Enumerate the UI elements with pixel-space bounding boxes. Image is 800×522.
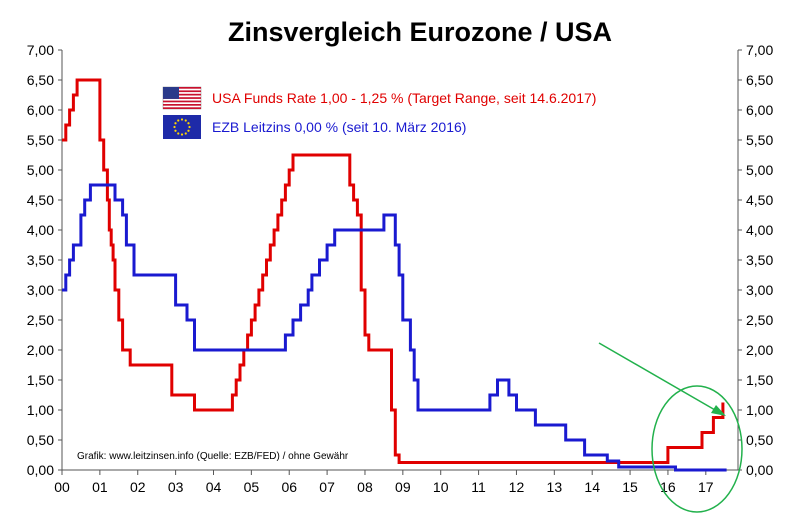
- x-tick-label: 07: [319, 479, 335, 495]
- x-tick-label: 05: [244, 479, 260, 495]
- eu-flag-icon: [163, 115, 201, 139]
- eu-star: [177, 132, 180, 135]
- x-tick-label: 09: [395, 479, 411, 495]
- y-tick-label-right: 3,50: [746, 252, 773, 268]
- series-lines: [62, 78, 727, 472]
- series-line-ezb: [62, 183, 727, 472]
- y-tick-label-left: 2,00: [27, 342, 54, 358]
- y-tick-label-right: 0,00: [746, 462, 773, 478]
- source-note: Grafik: www.leitzinsen.info (Quelle: EZB…: [77, 451, 349, 462]
- legend-label-usa: USA Funds Rate 1,00 - 1,25 % (Target Ran…: [212, 90, 596, 106]
- y-tick-label-right: 7,00: [746, 42, 773, 58]
- y-tick-label-right: 6,50: [746, 72, 773, 88]
- highlight-circle: [651, 385, 743, 513]
- y-tick-label-left: 4,50: [27, 192, 54, 208]
- eu-star: [177, 119, 180, 122]
- legend: USA Funds Rate 1,00 - 1,25 % (Target Ran…: [162, 86, 596, 139]
- x-tick-label: 04: [206, 479, 222, 495]
- x-tick-label: 00: [54, 479, 70, 495]
- y-tick-label-left: 5,00: [27, 162, 54, 178]
- x-tick-label: 15: [622, 479, 638, 495]
- y-tick-label-right: 6,00: [746, 102, 773, 118]
- series-line-usa: [62, 78, 725, 464]
- y-tick-label-left: 0,00: [27, 462, 54, 478]
- eu-star: [174, 122, 177, 125]
- x-tick-label: 03: [168, 479, 184, 495]
- eu-star: [187, 129, 190, 132]
- y-tick-label-left: 4,00: [27, 222, 54, 238]
- eu-star: [173, 125, 176, 129]
- highlight-annotation: [598, 342, 743, 513]
- us-flag-icon: [162, 86, 202, 110]
- y-tick-label-right: 1,00: [746, 402, 773, 418]
- y-tick-label-right: 1,50: [746, 372, 773, 388]
- eu-star: [184, 119, 187, 122]
- eu-star: [187, 122, 190, 125]
- x-tick-label: 06: [281, 479, 297, 495]
- eu-star: [180, 118, 184, 121]
- x-tick-label: 14: [584, 479, 600, 495]
- eu-star: [188, 125, 191, 129]
- y-tick-label-left: 2,50: [27, 312, 54, 328]
- x-tick-label: 01: [92, 479, 108, 495]
- eu-star: [180, 133, 184, 136]
- annotation-arrowhead: [711, 405, 726, 416]
- y-tick-label-right: 5,50: [746, 132, 773, 148]
- x-tick-label: 11: [471, 479, 486, 495]
- annotation-arrow: [598, 342, 723, 415]
- y-tick-label-left: 1,50: [27, 372, 54, 388]
- y-tick-label-right: 2,00: [746, 342, 773, 358]
- x-tick-labels: 00 01 02 03 04 05 06 07 08 09 10 11 12 13 14 15 16 17: [54, 470, 714, 495]
- y-tick-label-left: 7,00: [27, 42, 54, 58]
- x-tick-label: 02: [130, 479, 146, 495]
- eu-star: [174, 129, 177, 132]
- x-tick-label: 13: [547, 479, 563, 495]
- y-tick-label-right: 5,00: [746, 162, 773, 178]
- y-tick-label-left: 1,00: [27, 402, 54, 418]
- y-tick-labels-right: 0,00 0,50 1,00 1,50 2,00 2,50 3,00 3,50 4,00 4,50…: [738, 42, 773, 478]
- y-tick-label-left: 5,50: [27, 132, 54, 148]
- y-tick-label-left: 3,00: [27, 282, 54, 298]
- y-tick-label-right: 3,00: [746, 282, 773, 298]
- eu-star: [184, 132, 187, 135]
- x-tick-label: 08: [357, 479, 373, 495]
- x-tick-label: 10: [433, 479, 449, 495]
- y-tick-label-left: 6,50: [27, 72, 54, 88]
- legend-label-ezb: EZB Leitzins 0,00 % (seit 10. März 2016): [212, 119, 466, 135]
- y-tick-label-right: 4,00: [746, 222, 773, 238]
- x-tick-label: 17: [698, 479, 714, 495]
- y-tick-label-right: 2,50: [746, 312, 773, 328]
- x-tick-label: 16: [660, 479, 676, 495]
- y-tick-label-left: 3,50: [27, 252, 54, 268]
- x-tick-label: 12: [509, 479, 525, 495]
- y-tick-labels-left: 0,00 0,50 1,00 1,50 2,00 2,50 3,00 3,50 4,00 4,50…: [27, 42, 62, 478]
- y-tick-label-right: 0,50: [746, 432, 773, 448]
- y-tick-label-right: 4,50: [746, 192, 773, 208]
- y-tick-label-left: 0,50: [27, 432, 54, 448]
- chart-title: Zinsvergleich Eurozone / USA: [228, 17, 612, 47]
- y-tick-label-left: 6,00: [27, 102, 54, 118]
